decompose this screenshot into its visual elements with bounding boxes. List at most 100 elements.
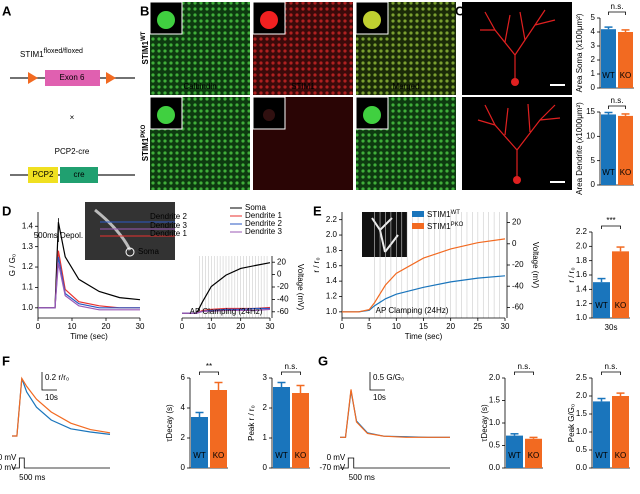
- y2-tick-label: -40: [277, 295, 289, 304]
- stain-label: Calbindin: [183, 82, 216, 91]
- y2-tick-label: -20: [512, 260, 524, 269]
- x-axis-label: Time (sec): [405, 332, 443, 341]
- y-tick-label: 0.5: [489, 441, 501, 450]
- significance-bracket: [608, 105, 626, 109]
- bar: [593, 282, 610, 318]
- y-tick-label: 1.1: [22, 283, 34, 292]
- series-line: [38, 256, 140, 309]
- y-axis-label: Area Soma (x100μm²): [575, 13, 584, 92]
- legend-label: Dendrite 3: [245, 227, 282, 236]
- exon-label: Exon 6: [60, 73, 85, 82]
- y-axis-label: G / G₀: [8, 254, 17, 276]
- significance-bracket: [199, 371, 219, 375]
- stim-label: -70 mV: [319, 463, 345, 472]
- panel-label: G: [318, 353, 328, 368]
- stain-label: STIM1: [291, 82, 315, 91]
- y-tick-label: 2.0: [576, 391, 588, 400]
- legend-label: Soma: [245, 203, 266, 212]
- scale-bar: [41, 372, 57, 391]
- legend-label-sup: PKO: [451, 222, 464, 228]
- bar: [618, 32, 633, 88]
- bar: [525, 438, 542, 468]
- cre: cre: [73, 170, 85, 179]
- scale-label-y: 0.5 G/G₀: [373, 373, 404, 382]
- y-tick-label: 1.2: [22, 262, 34, 271]
- x-tick-label: 30: [501, 322, 510, 331]
- y-axis-label: r / r₀: [567, 267, 576, 282]
- significance: n.s.: [285, 362, 298, 371]
- panel-label: C: [455, 3, 465, 18]
- y-tick-label: 1.0: [22, 303, 34, 312]
- panel-label: B: [140, 3, 149, 18]
- row-label-sup: WT: [141, 31, 147, 41]
- y-tick-label: 1.6: [576, 270, 588, 279]
- y-tick-label: 4: [591, 27, 596, 36]
- y-tick-label: 3: [591, 41, 596, 50]
- construct-diagram: [10, 70, 135, 183]
- y-tick-label: 0.5: [576, 445, 588, 454]
- bar: [612, 251, 629, 318]
- bar: [210, 390, 227, 468]
- x-tick-label: 30: [266, 322, 275, 331]
- x-tick-label: 0: [180, 322, 185, 331]
- x-tick-label: 20: [236, 322, 245, 331]
- x-tick-label: 10: [207, 322, 216, 331]
- series-line: [342, 238, 506, 313]
- roi-label: Dendrite 2: [150, 212, 187, 221]
- legend-swatch: [412, 211, 424, 217]
- scale-bar: [369, 372, 385, 391]
- neuron-label-main: STIM1: [466, 174, 490, 183]
- y-tick-label: 2.2: [576, 227, 588, 236]
- histology-images: [149, 1, 456, 190]
- promoter: PCP2: [33, 170, 54, 179]
- y-tick-label: 1.3: [22, 242, 34, 251]
- stim-label: -70 mV: [0, 463, 17, 472]
- y2-axis-label: Voltage (mV): [531, 242, 540, 289]
- y-tick-label: 2: [591, 55, 596, 64]
- x-axis-label: Time (sec): [70, 332, 108, 341]
- y-tick-label: 0: [591, 180, 596, 189]
- bar: [292, 393, 309, 468]
- y-axis-label: Peak G/G₀: [567, 404, 576, 442]
- significance-bracket: [608, 11, 626, 15]
- cre-line: PCP2-cre: [55, 147, 90, 156]
- category-label: WT: [602, 71, 615, 80]
- panel-label: A: [2, 3, 12, 18]
- row-label-main: STIM1: [141, 40, 150, 64]
- stimulus: [12, 457, 110, 469]
- bar: [601, 114, 616, 185]
- neuron-label-main: STIM1: [466, 79, 490, 88]
- y-tick-label: 1.4: [22, 221, 34, 230]
- gene-name: STIM1: [20, 50, 44, 59]
- y-tick-label: 1.4: [326, 276, 338, 285]
- x-tick-label: 10: [68, 322, 77, 331]
- y-tick-label: 1.2: [326, 292, 338, 301]
- gene-label: STIM1floxed/floxed: [20, 48, 83, 59]
- significance: n.s.: [605, 362, 618, 371]
- bar: [191, 417, 208, 468]
- significance-bracket: [281, 371, 301, 375]
- x-tick-label: 5: [367, 322, 372, 331]
- cross: ×: [70, 113, 75, 122]
- neuron-label-sup: WT: [490, 79, 500, 85]
- y-tick-label: 1: [263, 433, 268, 442]
- significance: n.s.: [611, 96, 624, 105]
- scale-label-y: 0.2 r/r₀: [45, 373, 69, 382]
- legend-label-main: STIM1: [427, 210, 451, 219]
- y-tick-label: 1.0: [489, 418, 501, 427]
- row-label-main: STIM1: [141, 137, 150, 161]
- y-tick-label: 2: [181, 433, 186, 442]
- stain-label: Merged: [392, 82, 419, 91]
- legend-label-sup: WT: [451, 210, 461, 216]
- series-line: [340, 389, 450, 438]
- series-line: [182, 262, 271, 314]
- legend-label: STIM1PKO: [427, 222, 464, 232]
- y-tick-label: 1: [591, 69, 596, 78]
- y-tick-label: 0.0: [576, 463, 588, 472]
- category-label: KO: [620, 71, 632, 80]
- y-tick-label: 2: [263, 403, 268, 412]
- x-axis-label: AP Clamping (24Hz): [190, 307, 263, 316]
- x-tick-label: 25: [473, 322, 482, 331]
- y-tick-label: 2.2: [326, 215, 338, 224]
